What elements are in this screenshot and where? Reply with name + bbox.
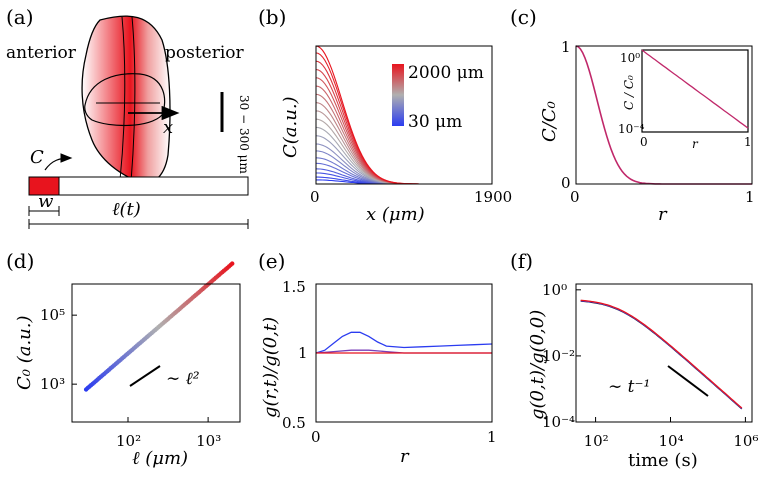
d-ytick: 10³ <box>40 375 65 393</box>
c-ytick-0: 0 <box>561 174 571 192</box>
b-xlabel: x (μm) <box>366 204 425 225</box>
d-ylabel: C₀ (a.u.) <box>14 315 35 390</box>
f-xlabel: time (s) <box>628 450 698 471</box>
anterior-label: anterior <box>6 43 77 63</box>
panel-b-axes <box>315 45 493 185</box>
C-label: C <box>30 147 44 168</box>
c-inset-ytick-top: 10⁰ <box>620 51 640 65</box>
c-xlabel: r <box>658 204 668 225</box>
panel-e-curves <box>315 331 493 354</box>
b-ylabel: C(a.u.) <box>280 96 301 158</box>
C-arrow <box>44 153 73 171</box>
c-inset-ytick-bottom: 10⁻⁴ <box>618 122 645 136</box>
panel-d-label: (d) <box>6 249 34 273</box>
w-label: w <box>38 191 54 212</box>
colorbar-max-label: 2000 μm <box>408 63 484 83</box>
d-xtick: 10² <box>116 432 141 450</box>
f-xtick: 10² <box>584 432 609 450</box>
b-curve <box>315 118 492 185</box>
f-curve <box>580 299 743 409</box>
panel-a: (a) x anterior posterior 30 − 300 μm C w… <box>6 5 251 229</box>
f-curve <box>580 300 743 410</box>
f-slope-line <box>667 365 709 397</box>
e-series-early <box>315 331 493 354</box>
f-curve <box>580 299 743 409</box>
f-xtick: 10⁶ <box>733 432 758 450</box>
ell-label: ℓ(t) <box>112 199 141 220</box>
panel-e-axes <box>315 283 493 423</box>
colorbar-min-label: 30 μm <box>408 112 462 132</box>
c-inset-ylabel: C / C₀ <box>622 75 636 110</box>
panel-c: (c) 0 1 0 1 r C/C₀ 10⁰ 10⁻⁴ 0 1 r C / C₀ <box>510 5 755 225</box>
f-curve <box>580 300 743 410</box>
e-xtick-0: 0 <box>311 428 321 446</box>
panel-a-label: (a) <box>6 5 34 29</box>
f-ylabel: g(0,t)/g(0,0) <box>527 310 548 420</box>
e-ytick-1: 1 <box>298 344 308 362</box>
d-xlabel: ℓ (μm) <box>132 448 188 469</box>
panel-c-axes <box>575 45 753 185</box>
d-xtick: 10³ <box>196 432 221 450</box>
e-xtick-1: 1 <box>487 428 497 446</box>
posterior-label: posterior <box>165 43 245 63</box>
b-xtick-1: 1900 <box>474 188 512 206</box>
c-inset-curve <box>641 49 749 129</box>
f-annotation: ∼ t⁻¹ <box>608 377 650 397</box>
panel-e: (e) 1.5 1 0.5 0 1 r g(r,t)/g(0,t) <box>258 249 497 467</box>
morphogen-stripe <box>119 16 136 183</box>
e-xlabel: r <box>400 446 410 467</box>
c-inset-xlabel: r <box>692 137 699 151</box>
f-ytick: 10⁻² <box>542 347 575 365</box>
d-annotation: ∼ ℓ² <box>166 369 200 389</box>
panel-b-label: (b) <box>258 5 286 29</box>
e-ylabel: g(r,t)/g(0,t) <box>260 317 281 418</box>
b-curve <box>315 162 492 185</box>
e-ytick-2: 1.5 <box>282 278 306 296</box>
f-ytick: 10⁰ <box>542 281 567 299</box>
d-ytick: 10⁵ <box>40 306 65 324</box>
panel-d-axes <box>71 283 241 423</box>
colorbar <box>392 64 404 126</box>
panel-b: (b) 2000 μm 30 μm 0 1900 x (μm) C(a.u.) <box>258 5 512 225</box>
panel-d-points <box>83 261 235 392</box>
x-arrow-label: x <box>163 117 173 138</box>
c-xtick-0: 0 <box>570 188 580 206</box>
b-xtick-0: 0 <box>310 188 320 206</box>
panel-d: (d) 10² 10³ 10³ 10⁵ ∼ ℓ² ℓ (μm) C₀ (a.u.) <box>6 249 241 469</box>
c-inset-xtick-1: 1 <box>744 135 752 149</box>
c-ytick-1: 1 <box>561 38 571 56</box>
wing-disc-shape <box>81 15 171 184</box>
panel-f-ticks: 10² 10⁴ 10⁶ 10⁰ 10⁻² 10⁻⁴ <box>542 281 759 450</box>
c-ylabel: C/C₀ <box>539 101 560 142</box>
f-ytick: 10⁻⁴ <box>542 413 575 431</box>
c-xtick-1: 1 <box>745 188 755 206</box>
scale-bar-label: 30 − 300 μm <box>237 95 251 174</box>
f-xtick: 10⁴ <box>658 432 683 450</box>
e-ytick-0: 0.5 <box>282 414 306 432</box>
tissue-domain <box>58 176 249 196</box>
d-point <box>230 261 235 266</box>
panel-f-label: (f) <box>510 249 533 273</box>
panel-f-axes <box>575 283 753 423</box>
panel-e-label: (e) <box>258 249 285 273</box>
panel-f-curves <box>580 299 743 410</box>
panel-d-ticks: 10² 10³ 10³ 10⁵ <box>40 306 221 450</box>
c-inset-xtick-0: 0 <box>640 135 648 149</box>
panel-c-label: (c) <box>510 5 537 29</box>
d-slope-line <box>129 365 161 387</box>
b-curve <box>316 176 492 185</box>
